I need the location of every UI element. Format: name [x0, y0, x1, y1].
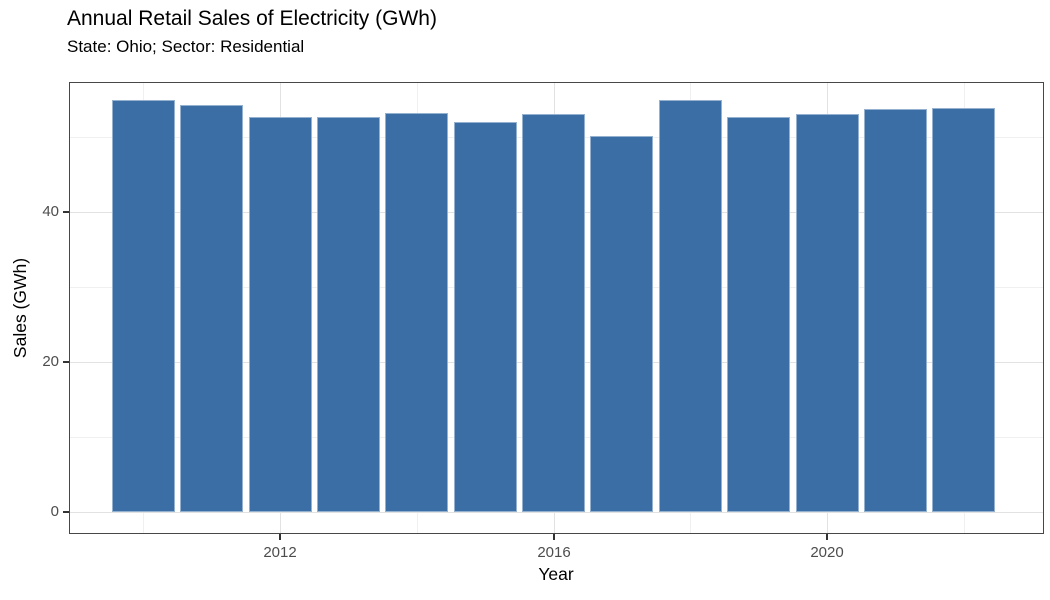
x-tick-label-2016: 2016 [537, 544, 571, 561]
bar-2014 [385, 113, 448, 512]
gridline-major-y-0 [70, 512, 1043, 513]
bar-2011 [180, 105, 243, 512]
x-tick-mark-2020 [826, 534, 828, 540]
y-tick-label-0: 0 [50, 503, 59, 520]
bar-2017 [590, 136, 653, 512]
chart-title: Annual Retail Sales of Electricity (GWh) [67, 7, 437, 30]
plot-panel [69, 82, 1044, 534]
y-tick-label-40: 40 [42, 203, 59, 220]
y-tick-mark-20 [63, 361, 69, 363]
bar-2013 [317, 117, 380, 512]
y-axis-title: Sales (GWh) [10, 257, 30, 359]
x-tick-mark-2016 [553, 534, 555, 540]
bar-2016 [522, 114, 585, 512]
bar-2019 [727, 117, 790, 512]
x-axis-title: Year [538, 564, 574, 584]
x-tick-mark-2012 [279, 534, 281, 540]
bar-2022 [932, 108, 995, 512]
x-tick-label-2020: 2020 [810, 544, 844, 561]
y-tick-mark-40 [63, 211, 69, 213]
y-tick-mark-0 [63, 511, 69, 513]
bar-2015 [454, 122, 517, 512]
y-tick-label-20: 20 [42, 353, 59, 370]
bar-2010 [112, 100, 175, 512]
bar-2020 [796, 114, 859, 512]
bar-2018 [659, 100, 722, 512]
x-tick-label-2012: 2012 [263, 544, 297, 561]
bar-2021 [864, 109, 927, 512]
bar-2012 [249, 117, 312, 512]
chart-subtitle: State: Ohio; Sector: Residential [67, 37, 305, 56]
